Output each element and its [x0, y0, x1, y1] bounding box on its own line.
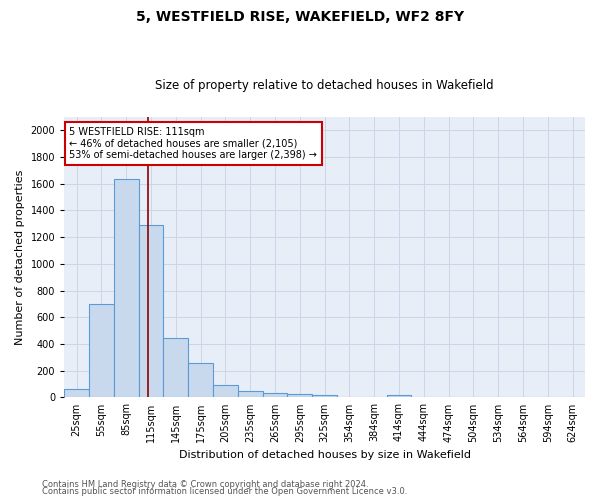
Bar [163, 338, 188, 398]
Bar [238, 390, 263, 398]
Text: 5 WESTFIELD RISE: 111sqm
← 46% of detached houses are smaller (2,105)
53% of sem: 5 WESTFIELD RISE: 111sqm ← 46% of detach… [70, 126, 317, 160]
Text: Contains public sector information licensed under the Open Government Licence v3: Contains public sector information licen… [42, 488, 407, 496]
Title: Size of property relative to detached houses in Wakefield: Size of property relative to detached ho… [155, 79, 494, 92]
Y-axis label: Number of detached properties: Number of detached properties [15, 170, 25, 345]
X-axis label: Distribution of detached houses by size in Wakefield: Distribution of detached houses by size … [179, 450, 470, 460]
Bar [213, 384, 238, 398]
Text: Contains HM Land Registry data © Crown copyright and database right 2024.: Contains HM Land Registry data © Crown c… [42, 480, 368, 489]
Bar [64, 388, 89, 398]
Bar [114, 179, 139, 398]
Bar [386, 395, 412, 398]
Bar [263, 393, 287, 398]
Bar [89, 304, 114, 398]
Bar [287, 394, 312, 398]
Bar [312, 395, 337, 398]
Text: 5, WESTFIELD RISE, WAKEFIELD, WF2 8FY: 5, WESTFIELD RISE, WAKEFIELD, WF2 8FY [136, 10, 464, 24]
Bar [139, 225, 163, 398]
Bar [188, 364, 213, 398]
